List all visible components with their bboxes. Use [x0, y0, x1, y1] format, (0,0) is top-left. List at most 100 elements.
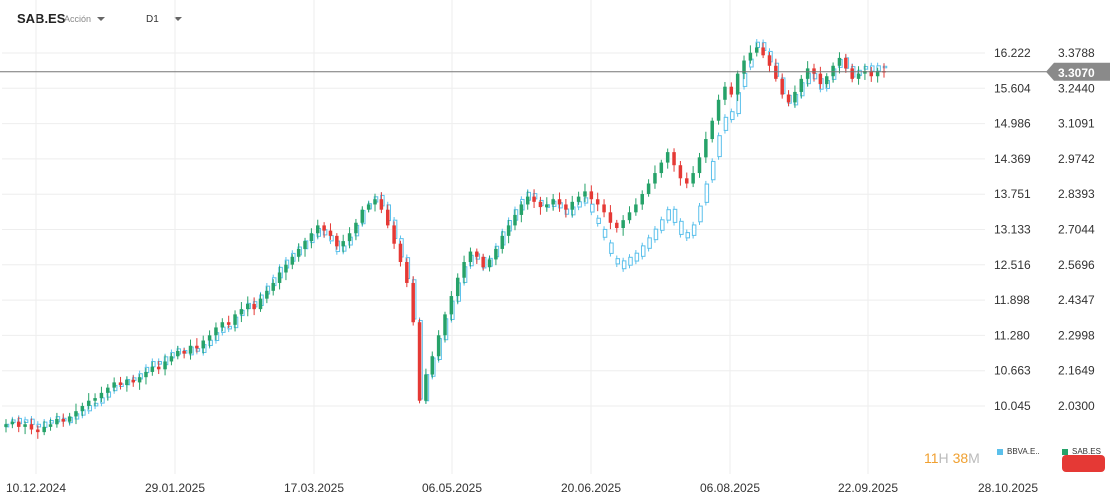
- x-axis-label: 22.09.2025: [838, 481, 898, 495]
- candle-body: [786, 94, 791, 103]
- candle-body: [341, 241, 345, 247]
- candle-body: [424, 374, 428, 401]
- candle-body: [347, 233, 352, 242]
- timer-hours: 11: [924, 450, 939, 466]
- compare-candle: [609, 242, 614, 254]
- y-axis-left-label: 14.369: [994, 152, 1031, 166]
- alert-badge[interactable]: [1062, 455, 1105, 472]
- timer-minutes: 38: [952, 450, 969, 466]
- compare-candle: [647, 237, 652, 249]
- candle-body: [284, 264, 288, 273]
- candle-body: [80, 405, 85, 412]
- candle-body: [366, 204, 371, 210]
- compare-candle: [723, 116, 729, 131]
- candle-body: [767, 55, 772, 66]
- candle-body: [525, 196, 530, 205]
- compare-candle: [882, 65, 888, 69]
- candle-body: [443, 314, 447, 336]
- candle-body: [195, 345, 199, 349]
- candle-body: [163, 361, 167, 370]
- candle-body: [10, 421, 15, 425]
- y-axis-left-label: 11.898: [994, 293, 1030, 307]
- primary-swatch-icon: [1062, 448, 1068, 455]
- compare-candle: [704, 183, 710, 203]
- candle-body: [436, 335, 441, 357]
- candle-body: [691, 173, 695, 184]
- compare-candle: [36, 423, 42, 428]
- candle-body: [875, 71, 880, 77]
- compare-candle: [583, 197, 589, 204]
- compare-swatch-icon: [997, 448, 1003, 455]
- candle-body: [595, 199, 600, 205]
- symbol-label[interactable]: SAB.ES: [17, 11, 66, 26]
- y-axis-right-label: 2.0300: [1058, 399, 1095, 413]
- candle-body: [863, 71, 867, 74]
- candle-body: [99, 392, 104, 399]
- candle-body: [621, 220, 625, 229]
- candle-body: [468, 251, 473, 263]
- legend-label: SAB.ES: [1072, 447, 1101, 456]
- candle-body: [16, 421, 21, 427]
- candle-body: [678, 165, 683, 179]
- compare-candle: [602, 228, 608, 238]
- candle-body: [309, 233, 314, 242]
- candle-body: [156, 366, 161, 370]
- candle-body: [812, 68, 816, 74]
- candle-body: [723, 86, 727, 100]
- candle-body: [640, 193, 644, 205]
- candle-body: [360, 209, 365, 223]
- candle-body: [252, 303, 256, 310]
- candle-body: [583, 191, 587, 197]
- candle-body: [137, 377, 142, 383]
- candle-body: [55, 419, 59, 425]
- compare-candle: [634, 252, 640, 262]
- candle-body: [201, 340, 205, 349]
- compare-candle: [596, 217, 601, 224]
- candle-body: [354, 222, 358, 234]
- candle-body: [176, 350, 180, 357]
- candle-body: [856, 73, 861, 79]
- timeframe-label[interactable]: D1: [146, 14, 159, 25]
- candle-body: [4, 424, 8, 427]
- y-axis-left-label: 10.045: [994, 399, 1031, 413]
- candle-body: [118, 382, 123, 386]
- candle-body: [799, 78, 804, 92]
- candle-body: [538, 201, 543, 208]
- candle-body: [755, 47, 759, 53]
- candle-body: [551, 199, 555, 205]
- y-axis-left-label: 16.222: [994, 46, 1031, 60]
- candle-body: [824, 76, 829, 85]
- candle-body: [869, 71, 874, 77]
- candle-body: [296, 248, 301, 257]
- candle-body: [74, 411, 78, 417]
- candle-body: [214, 327, 218, 336]
- compare-candle: [227, 325, 232, 330]
- candle-body: [570, 201, 574, 210]
- compare-candle: [23, 419, 29, 423]
- candle-body: [125, 379, 129, 386]
- y-axis-right-label: 2.2998: [1058, 328, 1095, 342]
- timeframe-dropdown-icon[interactable]: [174, 17, 182, 21]
- y-axis-left-label: 11.280: [994, 328, 1030, 342]
- candle-body: [850, 68, 854, 79]
- compare-candle: [679, 220, 684, 235]
- candle-body: [697, 157, 702, 174]
- compare-candle: [195, 348, 201, 352]
- y-axis-right-label: 2.9742: [1058, 152, 1095, 166]
- candle-body: [564, 204, 568, 210]
- compare-candle: [621, 260, 627, 270]
- instrument-type-label: Acción: [64, 14, 92, 24]
- symbol-dropdown-icon[interactable]: [97, 17, 105, 21]
- candle-body: [36, 429, 40, 433]
- x-axis-label: 17.03.2025: [284, 481, 344, 495]
- candle-body: [710, 120, 714, 140]
- candle-body: [131, 379, 135, 383]
- timer-hours-unit: H: [938, 450, 949, 466]
- candle-body: [246, 303, 250, 310]
- candle-body: [653, 173, 657, 184]
- candle-body: [265, 290, 269, 299]
- candle-body: [627, 212, 632, 221]
- candle-body: [277, 272, 282, 283]
- candle-body: [430, 356, 435, 375]
